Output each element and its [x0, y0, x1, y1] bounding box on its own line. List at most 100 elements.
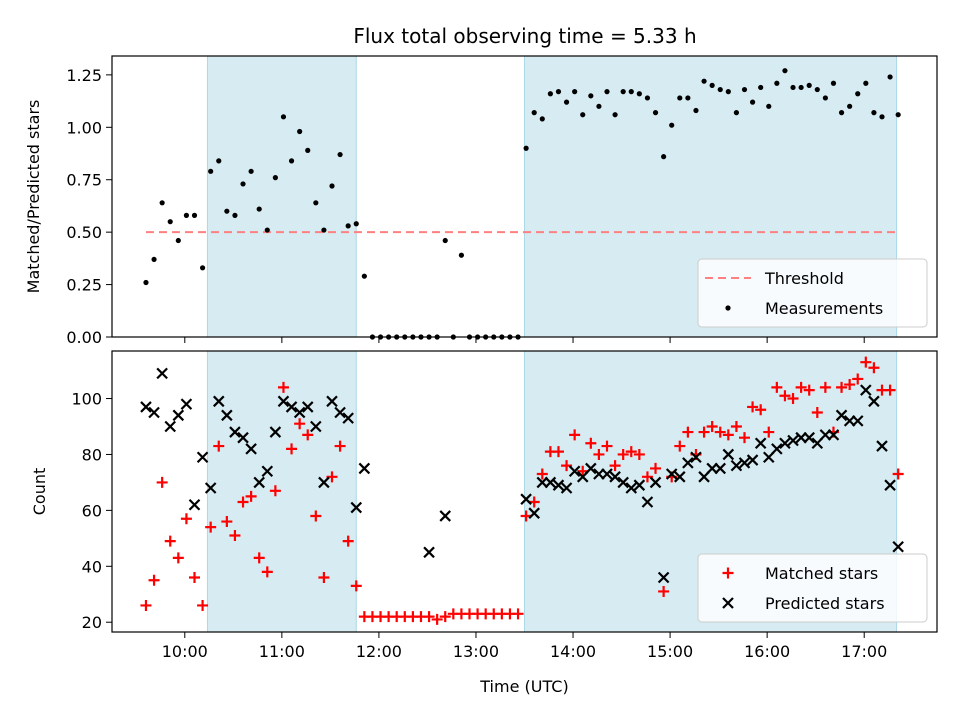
top-axes-frame: [111, 55, 938, 338]
measurement-point: [887, 74, 893, 80]
legend-label: Matched stars: [765, 564, 878, 583]
predicted-star-point: [253, 476, 265, 489]
legend-label: Threshold: [764, 269, 844, 288]
matched-star-point: [302, 429, 314, 441]
x-tick-label: 12:00: [356, 642, 402, 661]
predicted-star-point: [585, 462, 597, 475]
matched-star-point: [787, 393, 799, 405]
matched-star-point: [221, 516, 233, 528]
matched-star-point: [763, 426, 775, 438]
predicted-star-point: [196, 451, 209, 464]
measurement-point: [563, 99, 570, 105]
predicted-star-point: [269, 426, 282, 438]
matched-star-point: [156, 476, 168, 488]
matched-star-point: [286, 443, 298, 455]
predicted-star-point: [237, 431, 249, 444]
measurement-point: [580, 112, 586, 118]
predicted-star-point: [261, 465, 274, 478]
predicted-star-point: [730, 459, 743, 472]
predicted-star-point: [746, 454, 759, 466]
matched-star-point: [755, 404, 767, 416]
measurement-point: [175, 237, 181, 244]
measurement-point: [531, 110, 537, 116]
measurement-point: [264, 227, 270, 233]
y-axis-label: Matched/Predicted stars: [24, 100, 43, 294]
matched-star-point: [318, 571, 330, 583]
matched-star-point: [294, 418, 306, 430]
measurement-point: [458, 252, 465, 258]
predicted-star-point: [835, 409, 848, 422]
measurement-point: [240, 181, 246, 187]
matched-star-point: [261, 566, 273, 578]
bottom-panel: 20 40 60 80 100 Count 10:00 11:00 12:00 13:00 14:0…: [30, 350, 938, 696]
measurement-point: [232, 212, 238, 218]
matched-star-point: [277, 381, 289, 393]
matched-star-point: [237, 496, 249, 508]
measurement-point: [151, 256, 157, 263]
legend-label: Measurements: [765, 299, 883, 318]
measurement-point: [790, 84, 796, 91]
matched-star-point: [617, 448, 629, 460]
measurement-point: [669, 122, 675, 128]
matched-star-point: [819, 381, 831, 393]
measurement-point: [879, 114, 885, 120]
predicted-star-point: [293, 406, 306, 419]
predicted-star-point: [892, 540, 904, 553]
matched-star-point: [698, 426, 710, 438]
matched-star-point: [658, 585, 670, 597]
matched-star-point: [350, 580, 362, 592]
matched-star-point: [164, 535, 176, 547]
predicted-star-point: [738, 457, 751, 469]
predicted-star-point: [245, 443, 257, 455]
predicted-star-point: [520, 493, 532, 505]
x-tick-label: 15:00: [647, 642, 693, 661]
matched-star-point: [836, 381, 848, 393]
measurement-point: [280, 114, 287, 120]
matched-star-point: [189, 571, 200, 583]
matched-star-point: [795, 381, 807, 393]
measurement-point: [717, 86, 723, 93]
matched-star-point: [601, 440, 613, 452]
measurement-point: [596, 103, 602, 109]
predicted-star-point: [884, 479, 896, 491]
matched-star-point: [860, 356, 872, 368]
predicted-star-point: [601, 468, 613, 480]
measurement-point: [701, 78, 707, 84]
predicted-star-point: [568, 465, 581, 478]
predicted-star-point: [851, 415, 864, 427]
predicted-star-point: [277, 395, 290, 408]
matched-star-point: [205, 521, 217, 533]
matched-star-point: [633, 448, 645, 460]
top-panel: 0.00 0.25 0.50 0.75 1.00 1.25 Matched/Predicte…: [24, 55, 938, 347]
measurement-point: [442, 237, 448, 244]
predicted-star-point: [140, 401, 152, 413]
y-axis-label: Count: [30, 468, 49, 516]
measurement-point: [159, 200, 165, 206]
matched-star-point: [245, 490, 257, 502]
matched-star-point: [844, 379, 856, 391]
measurement-point: [313, 200, 319, 206]
matched-star-point: [625, 446, 637, 458]
predicted-star-point: [860, 384, 872, 396]
predicted-star-point: [164, 420, 177, 433]
predicted-star-point: [221, 409, 233, 422]
measurement-point: [644, 95, 651, 101]
legend-box: [697, 553, 928, 623]
measurement-point: [361, 273, 367, 279]
predicted-star-point: [318, 476, 330, 489]
predicted-star-point: [285, 401, 298, 413]
measurement-point: [725, 89, 731, 95]
predicted-star-point: [204, 482, 217, 494]
measurement-point: [208, 168, 214, 174]
measurement-point: [830, 80, 837, 86]
measurement-point: [555, 89, 562, 95]
measurement-point: [143, 279, 149, 286]
measurement-point: [758, 84, 764, 91]
matched-star-point: [431, 613, 443, 625]
predicted-star-point: [779, 437, 791, 450]
matched-star-point: [892, 468, 904, 480]
predicted-star-point: [633, 479, 646, 491]
measurement-point: [272, 175, 278, 181]
x-axis-label: Time (UTC): [479, 677, 568, 696]
measurement-point: [774, 80, 780, 86]
